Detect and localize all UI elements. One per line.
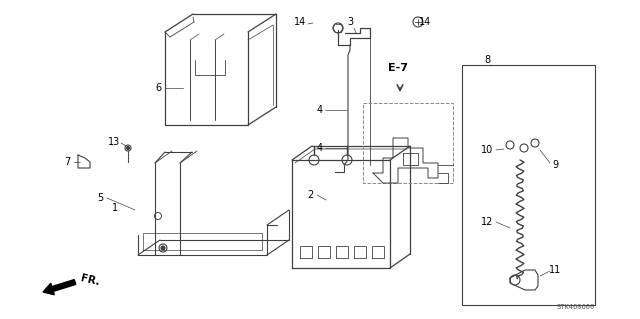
Text: 4: 4 <box>317 105 323 115</box>
Text: E-7: E-7 <box>388 63 408 73</box>
Text: STK460600: STK460600 <box>557 304 595 310</box>
Text: 5: 5 <box>97 193 103 203</box>
Text: 14: 14 <box>419 17 431 27</box>
Text: 3: 3 <box>347 17 353 27</box>
Text: 2: 2 <box>307 190 313 200</box>
Text: 14: 14 <box>294 17 306 27</box>
Text: 9: 9 <box>552 160 558 170</box>
FancyArrow shape <box>43 280 76 295</box>
Text: 8: 8 <box>484 55 490 65</box>
Circle shape <box>161 246 165 250</box>
Text: 6: 6 <box>155 83 161 93</box>
Text: 11: 11 <box>549 265 561 275</box>
Text: 4: 4 <box>317 143 323 153</box>
Text: 7: 7 <box>64 157 70 167</box>
Text: 10: 10 <box>481 145 493 155</box>
Text: 13: 13 <box>108 137 120 147</box>
Text: 1: 1 <box>112 203 118 213</box>
Text: 12: 12 <box>481 217 493 227</box>
Text: FR.: FR. <box>80 273 101 287</box>
Circle shape <box>127 146 129 150</box>
